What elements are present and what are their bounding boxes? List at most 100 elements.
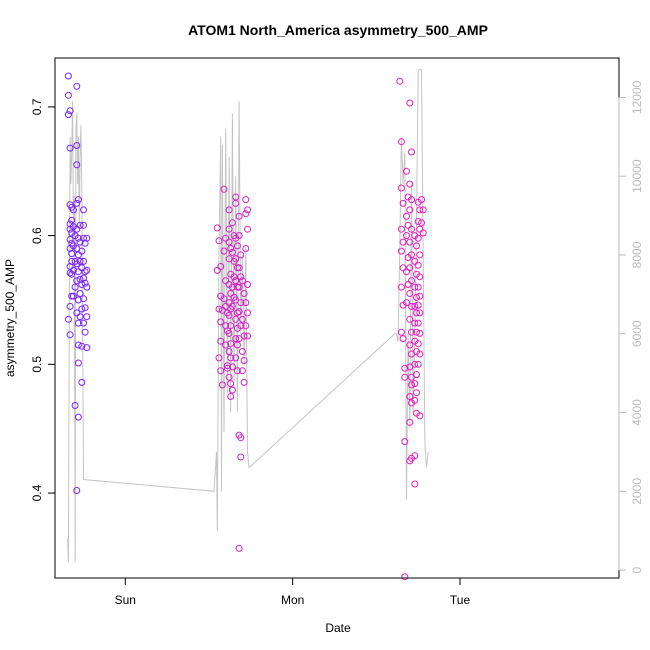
data-point bbox=[244, 332, 251, 340]
x-tick-label: Mon bbox=[281, 593, 304, 607]
data-point bbox=[408, 328, 415, 336]
data-point bbox=[401, 364, 409, 372]
data-point bbox=[74, 319, 82, 327]
data-point bbox=[76, 221, 84, 229]
data-point bbox=[406, 341, 414, 349]
data-point bbox=[232, 277, 240, 285]
data-point bbox=[80, 319, 87, 327]
data-point bbox=[240, 332, 248, 340]
data-point bbox=[80, 221, 87, 229]
data-point bbox=[228, 283, 236, 291]
data-point bbox=[416, 251, 424, 259]
data-point bbox=[69, 292, 77, 300]
data-point bbox=[227, 354, 235, 362]
data-point bbox=[73, 82, 81, 90]
data-point bbox=[401, 573, 409, 581]
data-point bbox=[408, 251, 415, 259]
data-point bbox=[238, 315, 246, 323]
data-point bbox=[237, 322, 245, 330]
data-point bbox=[408, 225, 415, 233]
data-point bbox=[411, 360, 419, 368]
data-point bbox=[399, 335, 407, 343]
data-point bbox=[413, 309, 420, 317]
y-axis-label: asymmetry_500_AMP bbox=[3, 259, 17, 377]
data-point bbox=[78, 305, 86, 313]
data-point bbox=[406, 206, 414, 214]
data-point bbox=[237, 273, 245, 281]
x-axis-label: Date bbox=[325, 621, 351, 635]
data-point bbox=[416, 329, 424, 337]
data-point bbox=[64, 91, 72, 99]
axes: Sun Mon Tue 0.4 0.5 0.6 0.7 0 2000 4000 6000 8000 10… bbox=[30, 80, 644, 607]
data-point bbox=[80, 257, 87, 265]
data-point bbox=[66, 331, 74, 339]
data-point bbox=[242, 245, 250, 252]
data-point bbox=[78, 247, 86, 255]
plot-box bbox=[54, 57, 620, 579]
data-point bbox=[416, 206, 424, 214]
data-point bbox=[76, 257, 84, 265]
data-point bbox=[406, 99, 414, 107]
data-point bbox=[232, 354, 240, 362]
data-point bbox=[237, 299, 245, 307]
data-point bbox=[419, 206, 427, 214]
data-point bbox=[76, 313, 84, 321]
data-point bbox=[233, 309, 241, 317]
data-point bbox=[73, 161, 81, 169]
data-point bbox=[230, 273, 238, 281]
data-point bbox=[74, 196, 82, 204]
x-tick-label: Tue bbox=[450, 593, 471, 607]
data-point bbox=[414, 283, 422, 291]
data-point bbox=[81, 328, 89, 336]
data-point bbox=[240, 357, 248, 364]
data-point bbox=[64, 72, 72, 80]
data-point bbox=[225, 225, 233, 233]
data-point bbox=[238, 277, 246, 285]
data-point bbox=[227, 380, 235, 388]
data-point bbox=[217, 367, 225, 375]
data-point bbox=[414, 234, 422, 242]
data-point bbox=[416, 350, 424, 358]
data-point bbox=[233, 367, 241, 375]
data-point bbox=[419, 229, 427, 237]
data-point bbox=[399, 199, 407, 207]
data-point bbox=[235, 283, 243, 291]
data-point bbox=[66, 144, 74, 152]
data-point bbox=[244, 281, 251, 288]
data-point bbox=[83, 266, 91, 274]
data-point bbox=[73, 142, 81, 149]
data-point bbox=[228, 363, 236, 371]
data-point bbox=[406, 315, 414, 323]
data-point bbox=[228, 386, 236, 394]
data-point bbox=[228, 302, 236, 310]
data-point bbox=[83, 283, 91, 291]
data-point bbox=[80, 206, 87, 214]
data-point bbox=[237, 251, 245, 259]
data-point bbox=[406, 180, 414, 188]
data-point bbox=[81, 279, 89, 287]
data-point bbox=[414, 218, 422, 225]
data-point bbox=[68, 216, 76, 224]
data-point bbox=[397, 247, 405, 255]
data-point bbox=[73, 487, 81, 494]
data-point bbox=[80, 295, 87, 303]
data-point bbox=[232, 255, 240, 263]
data-point bbox=[225, 311, 233, 319]
data-point bbox=[218, 381, 226, 389]
data-point bbox=[232, 315, 240, 323]
data-point bbox=[235, 308, 243, 316]
data-point bbox=[413, 328, 420, 336]
data-point bbox=[414, 261, 422, 269]
data-point bbox=[411, 380, 419, 388]
data-point bbox=[397, 138, 405, 146]
data-point bbox=[238, 348, 246, 355]
data-point bbox=[240, 378, 248, 386]
data-point bbox=[73, 199, 81, 207]
data-point bbox=[227, 340, 235, 348]
data-point bbox=[78, 378, 86, 386]
data-point bbox=[76, 290, 84, 297]
data-point bbox=[411, 283, 419, 291]
data-point bbox=[397, 225, 405, 233]
data-point bbox=[401, 373, 409, 381]
